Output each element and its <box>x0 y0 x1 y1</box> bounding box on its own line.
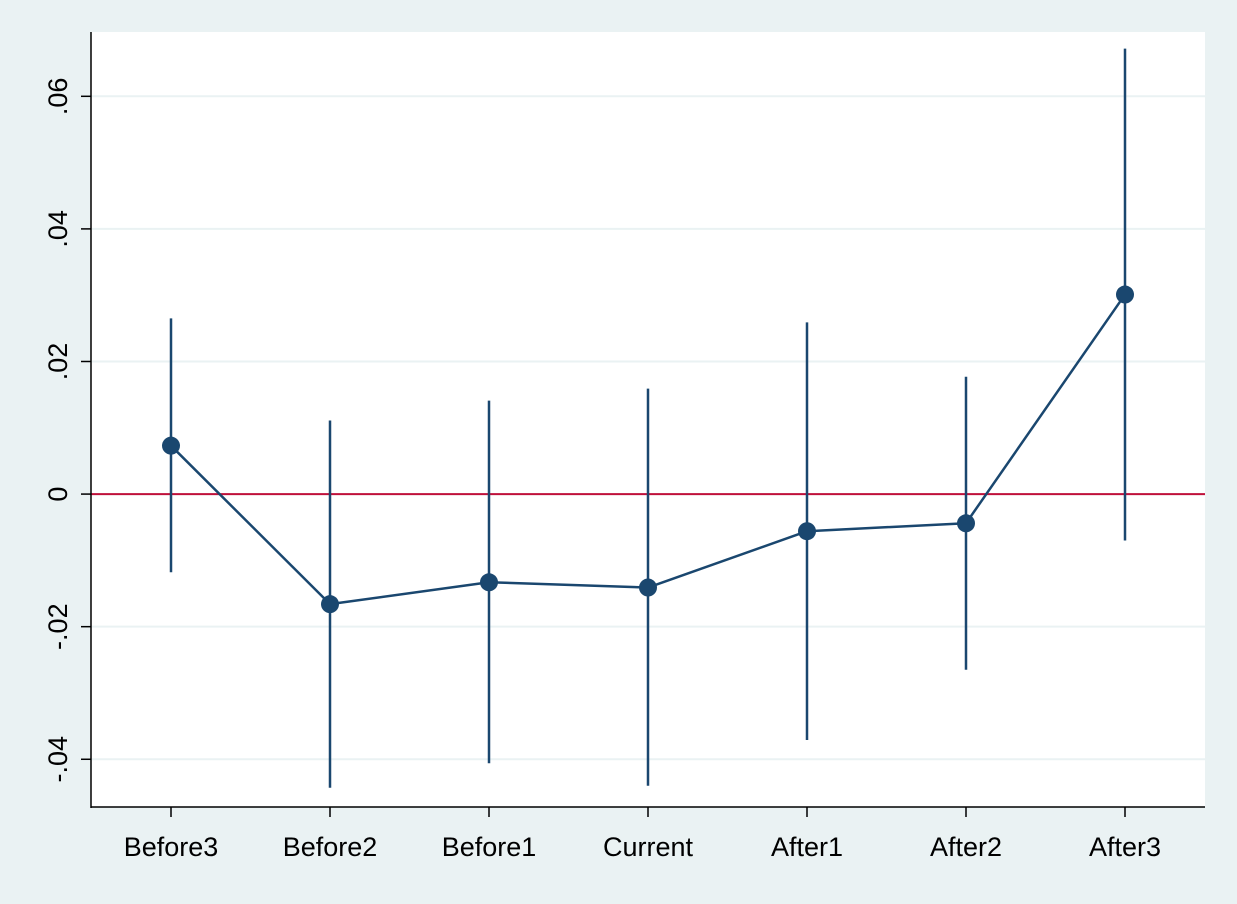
x-tick-label: Before1 <box>442 832 537 862</box>
y-tick-label: -.02 <box>43 603 73 650</box>
x-tick-label: Before2 <box>283 832 378 862</box>
y-tick-label: .02 <box>43 343 73 381</box>
tick-labels: -.04 -.02 0 .02 .04 .06 Before3 Before2 Before1 C… <box>43 78 1161 862</box>
x-tick-label: After2 <box>930 832 1002 862</box>
x-tick-label: After1 <box>771 832 843 862</box>
data-point <box>480 573 498 592</box>
data-point <box>639 578 657 597</box>
y-tick-label: 0 <box>43 487 73 502</box>
data-point <box>321 595 339 614</box>
x-tick-label: Before3 <box>124 832 219 862</box>
data-point <box>798 522 816 541</box>
y-tick-label: .06 <box>43 78 73 116</box>
data-point <box>1116 285 1134 304</box>
data-points <box>162 285 1134 614</box>
axes <box>81 32 1205 817</box>
x-tick-label: Current <box>603 832 694 862</box>
x-tick-label: After3 <box>1089 832 1161 862</box>
y-tick-label: .04 <box>43 210 73 248</box>
y-tick-label: -.04 <box>43 736 73 783</box>
data-point <box>162 436 180 455</box>
data-point <box>957 514 975 533</box>
